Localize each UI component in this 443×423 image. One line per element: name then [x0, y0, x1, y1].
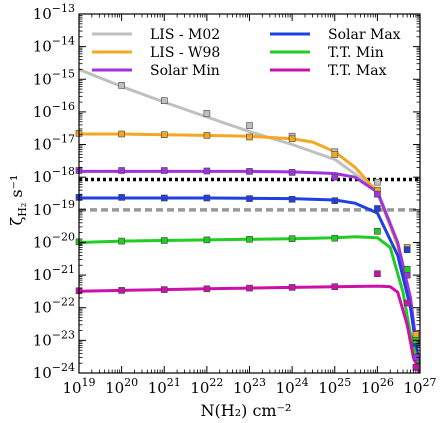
y-tick-label: 10−17: [33, 133, 75, 154]
series-5-marker: [288, 235, 296, 242]
x-tick-label: 1022: [190, 376, 223, 397]
legend-label-5: T.T. Min: [328, 45, 384, 61]
y-tick-label: 10−13: [33, 2, 75, 23]
legend-label-2: LIS - W98: [150, 45, 220, 61]
series-2-marker: [331, 151, 339, 158]
series-5-marker: [203, 236, 211, 244]
y-axis-title-main: ζ: [7, 216, 26, 225]
x-tick-label: 1021: [148, 376, 181, 397]
y-tick-label: 10−24: [33, 361, 75, 382]
series-6-marker: [403, 299, 411, 307]
series-3-marker: [246, 168, 253, 175]
series-line-1: [79, 67, 420, 373]
series-3-marker: [288, 169, 296, 176]
y-tick-label: 10−21: [33, 263, 75, 284]
series-5-marker: [331, 234, 339, 242]
y-tick-label: 10−16: [33, 100, 75, 121]
y-tick-label: 10−14: [33, 35, 75, 56]
series-4-marker: [118, 194, 125, 201]
legend-label-4: Solar Max: [328, 27, 401, 43]
y-tick-label: 10−15: [33, 67, 75, 88]
x-tick-label: 1024: [276, 376, 309, 397]
series-6-marker: [288, 284, 296, 291]
series-lines: [79, 67, 420, 373]
series-2-marker: [246, 133, 253, 141]
series-2-marker: [288, 135, 296, 143]
y-tick-label: 10−18: [33, 165, 75, 186]
series-6-marker: [203, 285, 211, 293]
series-4-marker: [288, 196, 296, 203]
series-5-marker: [246, 236, 253, 243]
y-axis-title: ζH₂ s⁻¹: [7, 175, 29, 226]
series-6-marker: [246, 284, 253, 292]
series-4-marker: [161, 194, 168, 202]
series-2-marker: [203, 132, 211, 139]
series-4-marker: [203, 194, 211, 202]
legend-label-3: Solar Min: [150, 63, 220, 79]
legend: LIS - M02 LIS - W98 Solar Min Solar Max T.T.…: [92, 27, 401, 79]
series-1-marker: [246, 122, 253, 129]
x-axis-title: N(H₂) cm⁻²: [201, 401, 292, 420]
legend-label-6: T.T. Max: [328, 63, 387, 79]
x-tick-label: 1020: [105, 376, 138, 397]
series-5-marker: [374, 228, 381, 235]
series-3-marker: [374, 190, 381, 198]
series-3-marker: [118, 167, 125, 174]
x-tick-label: 1027: [403, 376, 436, 397]
series-3-marker: [403, 271, 411, 279]
series-6-marker: [374, 270, 381, 278]
x-axis-ticks: 1019 1020 1021 1022 1023 1024 1025 1026 1027: [62, 14, 437, 397]
series-6-marker: [331, 283, 339, 291]
series-markers: [75, 82, 420, 371]
series-5-marker: [161, 237, 168, 244]
y-tick-label: 10−20: [33, 230, 75, 251]
y-axis-title-unit: s⁻¹: [7, 175, 26, 203]
series-6-marker: [118, 287, 125, 294]
x-tick-label: 1026: [361, 376, 394, 397]
y-tick-label: 10−23: [33, 328, 75, 349]
series-4-marker: [246, 195, 253, 202]
series-5-marker: [403, 265, 411, 273]
series-1-marker: [118, 82, 125, 89]
series-line-4: [79, 196, 420, 373]
series-3-marker: [203, 167, 211, 175]
series-1-marker: [203, 110, 211, 117]
x-tick-label: 1023: [233, 376, 266, 397]
series-6-marker: [412, 363, 420, 371]
x-tick-label: 1019: [62, 376, 95, 397]
y-tick-label: 10−22: [33, 296, 75, 317]
series-line-3: [79, 169, 420, 373]
x-tick-label: 1025: [318, 376, 351, 397]
y-axis-title-sub: H₂: [16, 203, 29, 217]
y-axis-ticks: 10−24 10−23 10−22 10−21 10−20 10−19 10−18 10−17…: [33, 2, 420, 382]
series-2-marker: [412, 331, 420, 338]
series-3-marker: [161, 167, 168, 174]
series-4-marker: [331, 197, 339, 204]
series-1-marker: [374, 178, 381, 186]
series-6-marker: [161, 286, 168, 293]
series-5-marker: [118, 237, 125, 245]
series-4-marker: [374, 205, 381, 212]
y-tick-label: 10−19: [33, 198, 75, 219]
legend-label-1: LIS - M02: [150, 27, 220, 43]
series-line-5: [79, 235, 420, 373]
series-2-marker: [118, 130, 125, 138]
series-1-marker: [161, 97, 168, 104]
series-2-marker: [161, 131, 168, 138]
series-line-6: [79, 284, 420, 373]
series-4-marker: [403, 246, 411, 253]
series-3-marker: [331, 173, 339, 181]
